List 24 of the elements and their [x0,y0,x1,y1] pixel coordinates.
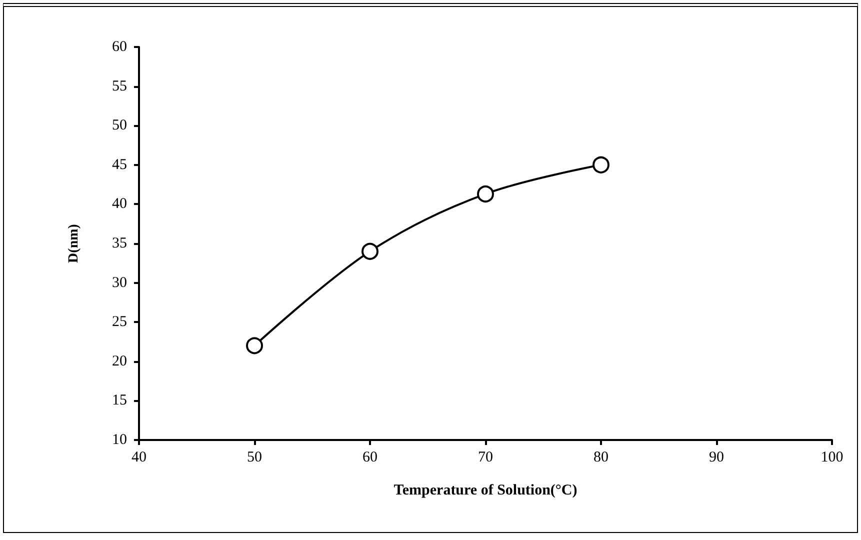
y-tick-label: 60 [112,39,127,55]
x-tick-label: 60 [362,450,378,466]
x-tick-label: 70 [478,450,493,466]
y-tick-label: 40 [112,196,127,212]
y-tick-label: 25 [112,314,127,330]
x-tick-label: 50 [247,450,262,466]
y-tick-label: 30 [112,274,127,291]
x-tick-label: 90 [709,450,724,466]
point [362,242,378,260]
y-tick-label: 10 [112,432,127,448]
y-tick-label: 15 [112,392,127,409]
x-tick-label: 80 [594,450,608,466]
point [246,337,263,354]
x-axis-title: Temperature of Solution(°C) [394,482,578,498]
x-tick-label: 100 [820,450,844,466]
point [477,185,494,202]
y-axis-title: D(nm) [66,224,82,263]
y-tick-label: 35 [112,236,127,252]
x-tick-label: 40 [132,450,146,466]
y-tick-label: 55 [112,78,127,94]
point [592,156,610,174]
y-tick-label: 45 [112,156,127,173]
y-tick-label: 50 [112,118,127,134]
y-tick-label: 20 [112,353,127,370]
